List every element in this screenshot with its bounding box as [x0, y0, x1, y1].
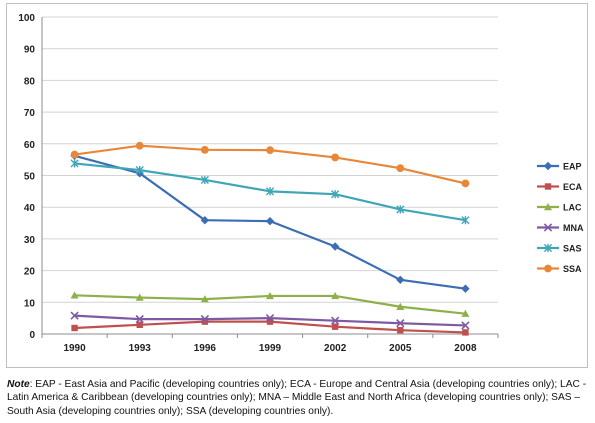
y-tick-label: 80 — [24, 76, 36, 87]
point-eap — [330, 242, 340, 251]
point-eca — [331, 323, 339, 330]
x-tick-label: 2002 — [324, 343, 347, 354]
point-eca — [71, 324, 78, 332]
point-ssa — [200, 145, 209, 154]
x-tick-label: 1990 — [63, 343, 86, 354]
point-mna — [396, 319, 405, 328]
y-tick-label: 30 — [24, 235, 36, 246]
point-sas — [200, 175, 209, 185]
point-mna — [330, 316, 340, 325]
y-tick-label: 10 — [24, 298, 36, 309]
chart-note: Note: EAP - East Asia and Pacific (devel… — [7, 378, 589, 418]
note-label: Note — [7, 379, 30, 390]
point-ssa — [266, 146, 274, 155]
y-tick-label: 0 — [29, 330, 35, 341]
point-eca — [462, 329, 469, 336]
legend-label-ssa: SSA — [563, 264, 582, 274]
point-mna — [265, 313, 275, 323]
legend-label-lac: LAC — [563, 203, 582, 213]
point-lac — [461, 309, 470, 317]
note-text: : EAP - East Asia and Pacific (developin… — [7, 379, 587, 417]
chart-frame — [6, 3, 588, 368]
point-lac — [135, 293, 144, 301]
y-tick-label: 60 — [24, 140, 36, 151]
point-lac — [266, 291, 274, 300]
legend-marker-ssa — [544, 264, 552, 273]
point-ssa — [331, 153, 340, 162]
point-mna — [461, 321, 470, 330]
y-tick-label: 70 — [24, 108, 36, 119]
legend-marker-eca — [544, 183, 552, 190]
point-lac — [396, 302, 405, 310]
point-sas — [396, 205, 405, 214]
y-tick-label: 100 — [18, 13, 35, 24]
y-tick-label: 40 — [24, 203, 36, 214]
point-eap — [396, 275, 405, 284]
point-lac — [331, 291, 340, 300]
point-ssa — [396, 164, 405, 173]
point-ssa — [70, 150, 79, 159]
x-tick-label: 1993 — [129, 343, 152, 354]
legend-label-eap: EAP — [563, 162, 582, 172]
point-eap — [461, 284, 470, 293]
point-mna — [70, 311, 79, 320]
point-eca — [397, 326, 404, 334]
legend-label-mna: MNA — [563, 223, 584, 233]
x-tick-label: 2008 — [454, 343, 477, 354]
legend-marker-mna — [543, 223, 553, 232]
x-tick-label: 1996 — [194, 343, 217, 354]
point-eap — [265, 216, 275, 226]
y-tick-label: 20 — [24, 267, 36, 278]
point-lac — [200, 295, 209, 303]
point-ssa — [461, 179, 470, 188]
point-ssa — [135, 141, 144, 150]
point-eca — [136, 321, 143, 329]
legend-label-eca: ECA — [563, 182, 583, 192]
line-chart: 0 10 20 30 40 50 60 70 80 90 100 1990 1993 1996 1999 20… — [18, 13, 584, 354]
legend-marker-sas — [543, 243, 553, 253]
point-sas — [70, 159, 79, 168]
x-tick-label: 2005 — [389, 343, 412, 354]
point-sas — [461, 216, 470, 225]
point-sas — [135, 166, 144, 175]
point-sas — [265, 187, 275, 196]
point-sas — [331, 190, 340, 199]
point-lac — [70, 291, 79, 299]
point-mna — [200, 314, 210, 324]
y-tick-label: 50 — [24, 172, 36, 183]
point-mna — [135, 314, 144, 324]
legend-marker-eap — [543, 161, 553, 171]
point-eca — [201, 318, 209, 325]
point-eca — [266, 318, 274, 325]
legend-label-sas: SAS — [563, 244, 582, 254]
point-eap — [200, 215, 210, 225]
x-tick-label: 1999 — [259, 343, 282, 354]
legend-marker-lac — [544, 203, 552, 211]
y-tick-label: 90 — [24, 45, 36, 56]
